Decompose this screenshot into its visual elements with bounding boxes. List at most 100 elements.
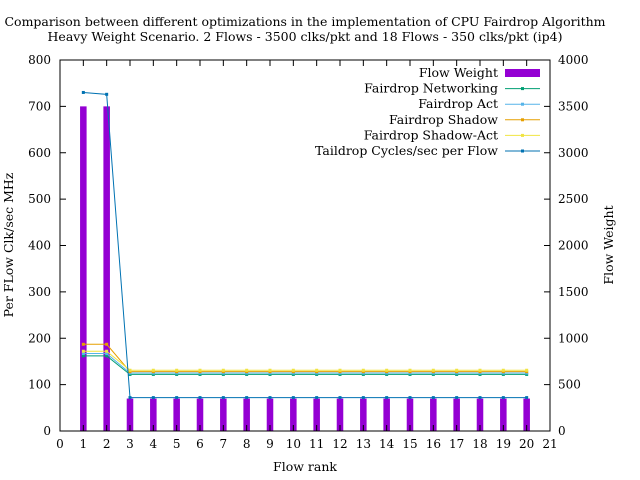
- flow-weight-bar: [290, 398, 297, 431]
- y-tick-label: 0: [43, 424, 51, 438]
- series-point: [175, 368, 179, 372]
- x-tick-label: 4: [150, 437, 158, 451]
- series-point: [105, 352, 109, 356]
- series-point: [105, 354, 109, 358]
- series-point: [81, 352, 85, 356]
- series-point: [221, 396, 225, 400]
- x-tick-label: 16: [426, 437, 441, 451]
- series-point: [315, 396, 319, 400]
- series-point: [105, 342, 109, 346]
- legend-swatch: [505, 69, 540, 77]
- legend-label: Flow Weight: [419, 65, 498, 80]
- series-point: [525, 368, 529, 372]
- flow-weight-bar: [430, 398, 437, 431]
- series-point: [245, 368, 249, 372]
- y2-axis-label: Flow Weight: [601, 205, 616, 284]
- x-tick-label: 21: [542, 437, 557, 451]
- y2-tick-label: 1000: [558, 331, 589, 345]
- x-tick-label: 13: [356, 437, 371, 451]
- y2-tick-label: 3000: [558, 146, 589, 160]
- series-line: [83, 353, 527, 374]
- y2-tick-label: 0: [558, 424, 566, 438]
- series-line: [83, 343, 527, 373]
- series-point: [408, 396, 412, 400]
- series-point: [525, 396, 529, 400]
- series-line: [83, 91, 527, 399]
- y-tick-label: 400: [28, 239, 51, 253]
- chart-subtitle: Heavy Weight Scenario. 2 Flows - 3500 cl…: [48, 29, 563, 44]
- x-tick-label: 10: [286, 437, 301, 451]
- series-point: [501, 368, 505, 372]
- flow-weight-bar: [220, 398, 227, 431]
- series-point: [361, 368, 365, 372]
- flow-weight-bar: [80, 106, 87, 431]
- series-point: [478, 368, 482, 372]
- series-line: [83, 355, 527, 375]
- x-tick-label: 19: [496, 437, 511, 451]
- series-point: [175, 396, 179, 400]
- series-point: [431, 396, 435, 400]
- series-point: [478, 396, 482, 400]
- series-point: [198, 368, 202, 372]
- x-tick-label: 1: [80, 437, 88, 451]
- y-tick-label: 500: [28, 192, 51, 206]
- x-tick-label: 8: [243, 437, 251, 451]
- flow-weight-bar: [383, 398, 390, 431]
- legend-label: Fairdrop Shadow-Act: [364, 127, 498, 142]
- series-point: [501, 396, 505, 400]
- y2-axis-ticks: 0 500 1000 1500 2000 2500 3000 3500 4000: [544, 53, 589, 438]
- series-point: [81, 342, 85, 346]
- x-tick-label: 3: [126, 437, 134, 451]
- legend-marker: [521, 149, 524, 153]
- series-point: [338, 396, 342, 400]
- y2-tick-label: 500: [558, 378, 581, 392]
- x-tick-label: 15: [402, 437, 417, 451]
- y-axis-label: Per FLow Clk/sec MHz: [1, 172, 16, 317]
- series-line: [83, 350, 527, 371]
- y-tick-label: 300: [28, 285, 51, 299]
- series-point: [338, 368, 342, 372]
- y-axis-ticks: 0 100 200 300 400 500 600 700 800: [28, 53, 66, 438]
- y-tick-label: 600: [28, 146, 51, 160]
- series-point: [291, 368, 295, 372]
- flow-weight-bar: [243, 398, 250, 431]
- x-tick-label: 9: [266, 437, 274, 451]
- bar-series: [80, 106, 530, 431]
- series-point: [455, 368, 459, 372]
- x-tick-label: 0: [56, 437, 64, 451]
- x-axis-ticks: 0 1 2 3 4 5 6 7 8 9 10 11 12 13 14 15 16 17 18 19 20 21: [56, 60, 558, 451]
- y2-tick-label: 3500: [558, 99, 589, 113]
- legend-marker: [521, 87, 524, 91]
- x-tick-label: 6: [196, 437, 204, 451]
- flow-weight-bar: [500, 398, 507, 431]
- legend-marker: [521, 102, 524, 106]
- x-tick-label: 7: [220, 437, 228, 451]
- flow-weight-bar: [476, 398, 484, 431]
- x-tick-label: 20: [519, 437, 534, 451]
- series-point: [81, 354, 85, 358]
- y2-tick-label: 1500: [558, 285, 589, 299]
- flow-weight-bar: [126, 398, 134, 431]
- flow-weight-bar: [523, 398, 530, 431]
- series-point: [81, 90, 85, 94]
- series-point: [81, 349, 85, 353]
- series-point: [455, 396, 459, 400]
- y-tick-label: 200: [28, 331, 51, 345]
- flow-weight-bar: [313, 398, 320, 431]
- x-tick-label: 14: [379, 437, 395, 451]
- x-tick-label: 18: [472, 437, 487, 451]
- y-tick-label: 700: [28, 99, 51, 113]
- series-point: [245, 396, 249, 400]
- series-point: [198, 396, 202, 400]
- chart-title: Comparison between different optimizatio…: [4, 14, 605, 29]
- x-axis-label: Flow rank: [273, 459, 337, 474]
- legend-label: Fairdrop Act: [418, 96, 498, 111]
- legend-label: Fairdrop Networking: [364, 81, 498, 96]
- legend-marker: [521, 118, 524, 122]
- flow-weight-bar: [266, 398, 274, 431]
- series-point: [291, 396, 295, 400]
- y-tick-label: 800: [28, 53, 51, 67]
- x-tick-label: 5: [173, 437, 181, 451]
